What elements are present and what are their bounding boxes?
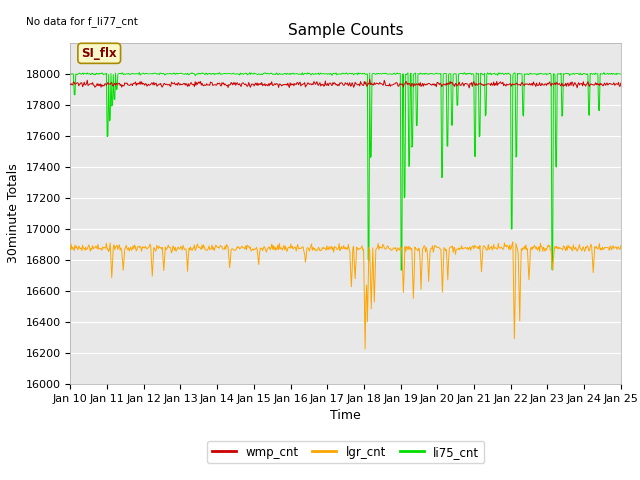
Title: Sample Counts: Sample Counts	[288, 23, 403, 38]
Text: No data for f_li77_cnt: No data for f_li77_cnt	[26, 16, 138, 27]
Text: SI_flx: SI_flx	[81, 47, 117, 60]
X-axis label: Time: Time	[330, 409, 361, 422]
Y-axis label: 30minute Totals: 30minute Totals	[7, 164, 20, 264]
Legend: wmp_cnt, lgr_cnt, li75_cnt: wmp_cnt, lgr_cnt, li75_cnt	[207, 441, 484, 463]
